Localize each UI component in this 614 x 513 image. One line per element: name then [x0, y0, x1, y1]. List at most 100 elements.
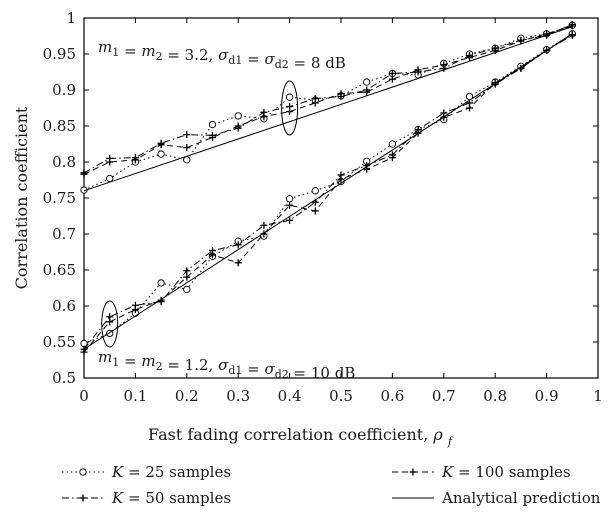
data-point	[414, 66, 422, 74]
data-point	[388, 140, 397, 148]
y-tick-label: 1	[66, 9, 76, 27]
data-point	[234, 259, 242, 267]
data-point	[80, 170, 88, 178]
x-tick-label: 0.9	[535, 387, 559, 405]
y-axis-label: Correlation coefficient	[12, 106, 31, 289]
axis-ticks: 0 0.1 0.2 0.3 0.4 0.5 0.6 0.7 0.8 0.9 1 0.5 0.55 0.6 0…	[43, 9, 603, 405]
data-point	[106, 174, 114, 183]
y-tick-label: 0.95	[43, 45, 76, 63]
data-point	[260, 221, 268, 229]
data-point	[337, 90, 345, 98]
data-point	[517, 37, 525, 45]
data-point	[209, 251, 216, 259]
data-point	[131, 306, 139, 314]
plot-frame	[83, 17, 599, 379]
data-point	[183, 156, 191, 164]
x-tick-label: 0.6	[380, 387, 404, 405]
x-axis-label-subscript: f	[447, 435, 454, 448]
data-point	[568, 31, 576, 39]
y-tick-label: 0.5	[52, 369, 76, 387]
data-point	[157, 150, 165, 158]
x-axis-label: Fast fading correlation coefficient, ρ f	[148, 425, 454, 448]
y-tick-label: 0.55	[43, 333, 76, 351]
legend-label: Analytical prediction	[441, 489, 601, 507]
x-tick-label: 0.7	[432, 387, 456, 405]
legend-marker	[79, 494, 87, 502]
data-point	[337, 175, 345, 183]
data-point	[285, 195, 294, 203]
annotation-ellipse-upper	[281, 80, 299, 136]
series-line	[83, 33, 573, 344]
x-axis-label-symbol: ρ	[432, 425, 443, 444]
data-point	[285, 93, 294, 101]
data-point	[183, 131, 191, 139]
data-point	[80, 348, 88, 356]
x-tick-label: 0	[79, 387, 89, 405]
data-point	[234, 122, 242, 130]
data-point	[157, 296, 165, 304]
data-point	[208, 120, 217, 129]
series-dashed-plus-group-1	[80, 22, 576, 178]
y-tick-label: 0.85	[43, 117, 76, 135]
legend-item-dotted-circle: K = 25 samples	[62, 463, 231, 481]
series-solid-group-1	[83, 26, 573, 192]
data-point	[209, 134, 216, 142]
data-point	[363, 78, 371, 86]
legend-label: K = 25 samples	[111, 463, 231, 481]
data-point	[311, 207, 319, 215]
data-point	[286, 201, 294, 209]
x-tick-label: 0.1	[123, 387, 147, 405]
annotation-upper: m1 = m2 = 3.2, σd1 = σd2 = 8 dB	[98, 38, 346, 72]
legend-item-solid: Analytical prediction	[392, 489, 601, 507]
series-layer	[80, 20, 576, 356]
data-point	[183, 267, 191, 275]
data-point	[131, 156, 139, 164]
series-line	[83, 26, 573, 192]
data-point	[543, 30, 551, 38]
annotation-layer: m1 = m2 = 3.2, σd1 = σd2 = 8 dB m1 = m2 =…	[98, 38, 355, 382]
data-point	[491, 79, 499, 87]
x-tick-label: 1	[593, 387, 603, 405]
legend-item-dashdot-plus: K = 50 samples	[62, 489, 231, 507]
legend-marker	[409, 468, 417, 476]
annotation-lower: m1 = m2 = 1.2, σd1 = σd2 = 10 dB	[98, 348, 355, 382]
series-solid-group-2	[83, 33, 573, 350]
data-point	[466, 104, 473, 112]
series-line	[83, 24, 573, 191]
legend-item-dashed-plus: K = 100 samples	[392, 463, 571, 481]
x-axis-label-text: Fast fading correlation coefficient,	[148, 425, 433, 444]
series-line	[83, 24, 573, 174]
data-point	[106, 318, 114, 326]
data-point	[363, 88, 371, 96]
data-point	[234, 241, 242, 249]
x-tick-label: 0.3	[226, 387, 250, 405]
x-tick-label: 0.8	[483, 387, 507, 405]
series-line	[83, 25, 573, 175]
data-point	[157, 279, 165, 287]
series-line	[83, 33, 573, 350]
data-point	[260, 113, 268, 121]
series-dotted-circle-group-2	[80, 30, 576, 348]
x-tick-label: 0.4	[278, 387, 302, 405]
data-point	[183, 285, 191, 294]
legend: K = 25 samples K = 50 samples K = 100 samp…	[62, 463, 601, 507]
data-point	[234, 112, 242, 120]
data-point	[157, 141, 165, 149]
y-tick-label: 0.6	[52, 297, 76, 315]
data-point	[286, 108, 294, 116]
y-tick-label: 0.7	[52, 225, 76, 243]
data-point	[466, 54, 473, 62]
data-point	[183, 144, 191, 152]
y-tick-label: 0.75	[43, 189, 76, 207]
x-tick-label: 0.2	[175, 387, 199, 405]
y-tick-label: 0.9	[52, 81, 76, 99]
data-point	[311, 99, 319, 107]
y-tick-label: 0.8	[52, 153, 76, 171]
data-point	[440, 61, 448, 69]
data-point	[388, 154, 396, 162]
x-tick-label: 0.5	[329, 387, 353, 405]
data-point	[286, 216, 294, 224]
annotation-ellipse-lower	[101, 300, 119, 348]
data-point	[183, 273, 191, 281]
